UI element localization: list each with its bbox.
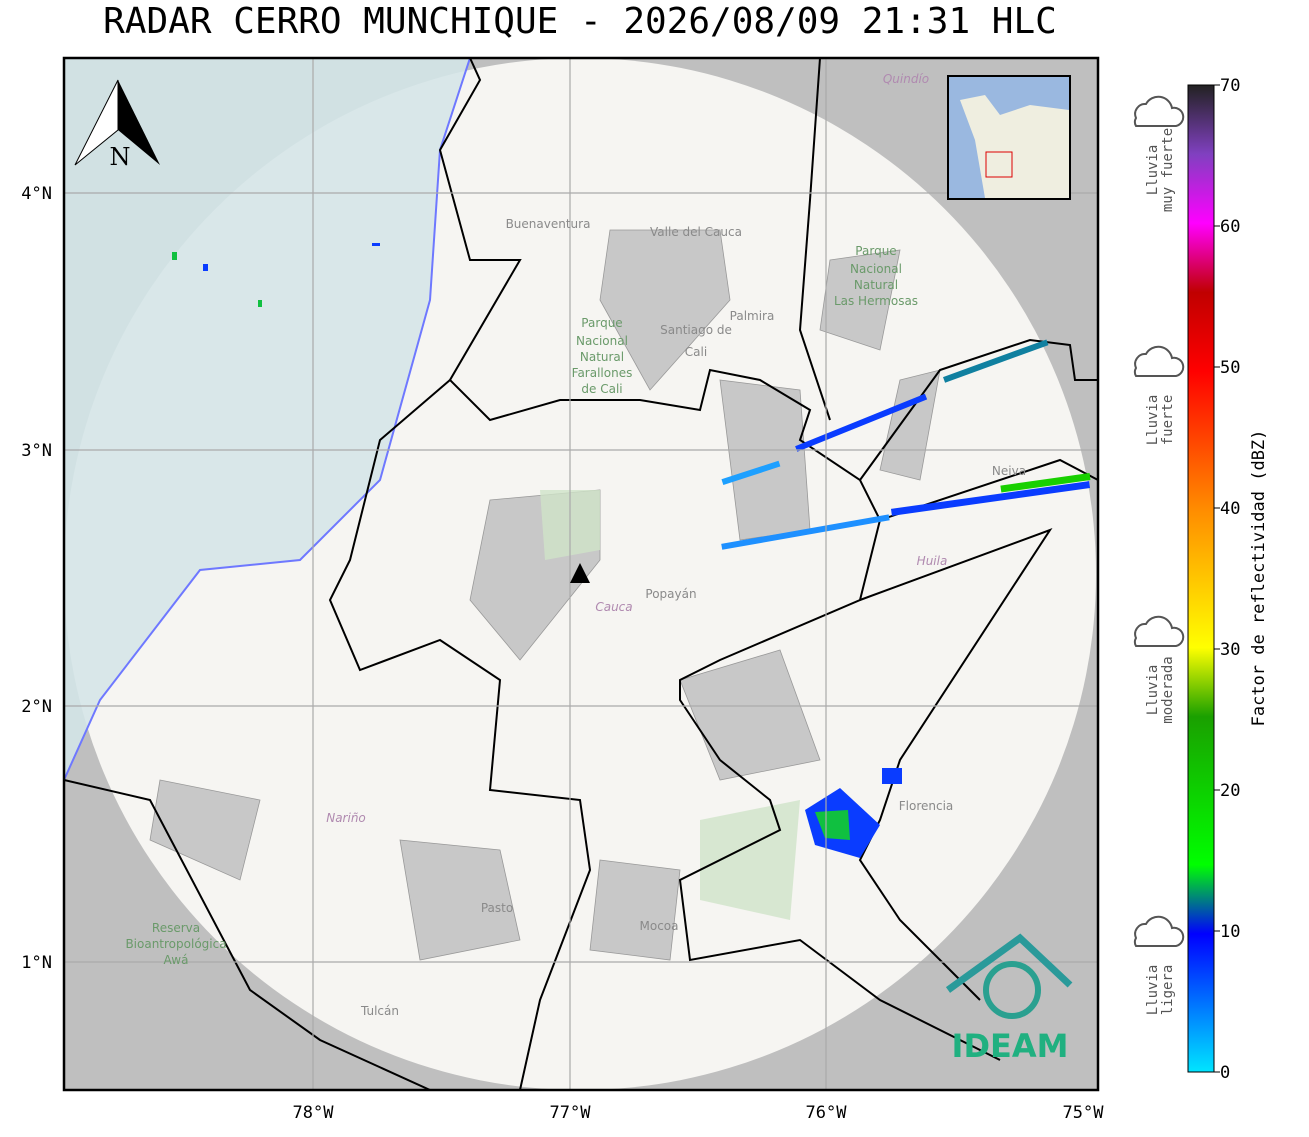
radar-site	[570, 563, 590, 583]
north-label: N	[110, 143, 131, 171]
colorbar	[1187, 84, 1215, 1073]
place-label: Mocoa	[640, 919, 679, 933]
rain-category: Lluvia ligera	[1145, 965, 1176, 1016]
place-label: Awá	[164, 953, 189, 967]
lat-tick-label: 4°N	[21, 184, 52, 204]
place-label: Palmira	[730, 309, 775, 323]
logo-text: IDEAM	[952, 1027, 1069, 1065]
rain-label: Lluvia	[1145, 965, 1161, 1016]
lon-tick-label: 77°W	[550, 1103, 592, 1123]
place-label: Florencia	[899, 799, 954, 813]
ideam-logo: IDEAM	[945, 933, 1073, 1065]
place-label: Buenaventura	[506, 217, 591, 231]
place-label: Popayán	[645, 587, 696, 601]
graticule	[64, 58, 1098, 1090]
lon-tick-label: 78°W	[293, 1103, 335, 1123]
rain-category: Lluvia fuerte	[1145, 395, 1176, 446]
place-label: de Cali	[581, 382, 622, 396]
place-label: Nacional	[850, 262, 902, 276]
inset-map	[947, 75, 1071, 200]
colorbar-label: Factor de reflectividad (dBZ)	[1249, 430, 1269, 727]
place-label: Reserva	[152, 921, 200, 935]
lat-tick-label: 2°N	[21, 697, 52, 717]
rain-icon	[1133, 615, 1185, 647]
colorbar-tick-label: 50	[1220, 358, 1240, 378]
colorbar-tick-label: 0	[1220, 1063, 1230, 1083]
place-label: Neiva	[992, 464, 1026, 478]
colorbar-tick-label: 60	[1220, 217, 1240, 237]
rain-label: Lluvia	[1145, 665, 1161, 716]
rain-category: Lluvia muy fuerte	[1145, 128, 1176, 212]
place-label: Tulcán	[360, 1004, 399, 1018]
place-label: Las Hermosas	[834, 294, 918, 308]
place-label: Santiago de	[660, 323, 732, 337]
title: RADAR CERRO MUNCHIQUE - 2026/08/09 21:31…	[103, 1, 1057, 42]
rain-category: Lluvia moderada	[1145, 656, 1176, 723]
lat-tick-label: 1°N	[21, 953, 52, 973]
rain-label: fuerte	[1160, 395, 1176, 446]
rain-icon	[1133, 95, 1185, 127]
lat-tick-label: 3°N	[21, 441, 52, 461]
north-arrow: N	[74, 79, 160, 171]
place-label: Bioantropológica	[125, 937, 226, 951]
place-label: Natural	[854, 278, 898, 292]
colorbar-tick-label: 10	[1220, 922, 1240, 942]
place-label: Quindío	[883, 72, 929, 86]
rain-icon	[1133, 345, 1185, 377]
lon-tick-label: 76°W	[806, 1103, 848, 1123]
rain-label: ligera	[1160, 965, 1176, 1016]
colorbar-tick-label: 20	[1220, 781, 1240, 801]
place-label: Parque	[855, 244, 896, 258]
lon-tick-label: 75°W	[1063, 1103, 1105, 1123]
colorbar-tick-label: 70	[1220, 76, 1240, 96]
place-label: Pasto	[481, 901, 513, 915]
map-frame	[62, 56, 1100, 1092]
place-label: Nacional	[576, 334, 628, 348]
place-label: Natural	[580, 350, 624, 364]
colorbar-tick-label: 30	[1220, 640, 1240, 660]
place-label: Farallones	[572, 366, 633, 380]
colorbar-tick-label: 40	[1220, 499, 1240, 519]
place-label: Nariño	[326, 811, 366, 825]
rain-label: Lluvia	[1145, 395, 1161, 446]
rain-icon	[1133, 915, 1185, 947]
place-label: Parque	[581, 316, 622, 330]
rain-label: Lluvia	[1145, 145, 1161, 196]
place-label: Cauca	[595, 600, 632, 614]
place-label: Cali	[685, 345, 707, 359]
place-label: Valle del Cauca	[650, 225, 742, 239]
place-label: Huila	[917, 554, 948, 568]
rain-label: muy fuerte	[1160, 128, 1176, 212]
map: Buenaventura Valle del Cauca PalmiraSantia…	[64, 58, 1098, 1090]
rain-label: moderada	[1160, 656, 1176, 723]
